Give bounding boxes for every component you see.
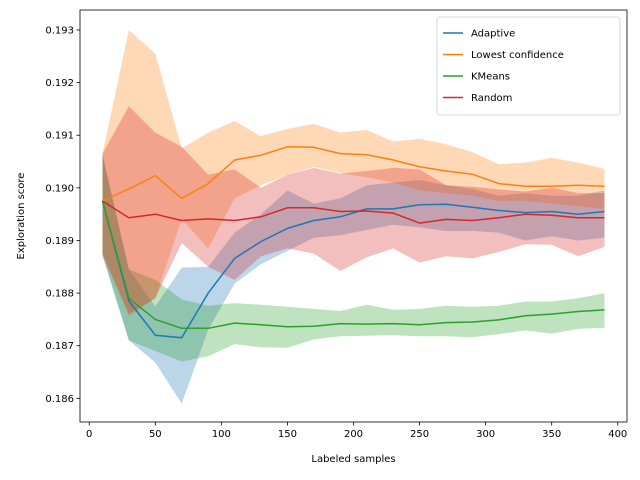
x-axis-label: Labeled samples — [311, 454, 395, 465]
legend-label-lowest-confidence: Lowest confidence — [471, 50, 564, 61]
legend-label-random: Random — [471, 93, 512, 104]
confidence-bands — [102, 30, 605, 404]
x-tick-label: 200 — [344, 429, 363, 440]
x-tick-label: 150 — [278, 429, 297, 440]
legend-label-kmeans: KMeans — [471, 72, 510, 83]
y-tick-label: 0.192 — [45, 78, 74, 89]
x-tick-label: 100 — [212, 429, 231, 440]
x-tick-label: 300 — [476, 429, 495, 440]
band-random — [102, 106, 605, 315]
x-tick-label: 0 — [86, 429, 92, 440]
series-line-random — [102, 200, 605, 224]
x-tick-label: 350 — [542, 429, 561, 440]
series-line-adaptive — [101, 200, 605, 339]
y-tick-label: 0.186 — [45, 394, 74, 405]
y-tick-label: 0.191 — [45, 131, 74, 142]
band-adaptive — [102, 153, 605, 404]
band-kmeans — [102, 156, 605, 362]
series-lines — [101, 146, 605, 339]
band-lowest-confidence — [102, 30, 605, 317]
series-line-lowest-confidence — [102, 146, 605, 202]
legend-box — [436, 16, 621, 116]
y-tick-label: 0.189 — [45, 236, 74, 247]
y-tick-label: 0.190 — [45, 183, 74, 194]
legend-label-adaptive: Adaptive — [471, 29, 515, 40]
ticks: 0 50 100 150 200 250 300 350 400 0.186 0.187 0.188 0… — [45, 25, 627, 440]
y-axis-label: Exploration score — [16, 173, 27, 260]
x-tick-label: 50 — [149, 429, 162, 440]
series-line-kmeans — [101, 200, 605, 330]
legend: Adaptive Lowest confidence KMeans Random — [436, 16, 621, 116]
y-tick-label: 0.188 — [45, 289, 74, 300]
y-tick-label: 0.193 — [45, 25, 74, 36]
x-tick-label: 400 — [608, 429, 627, 440]
y-tick-label: 0.187 — [45, 341, 74, 352]
x-tick-label: 250 — [410, 429, 429, 440]
